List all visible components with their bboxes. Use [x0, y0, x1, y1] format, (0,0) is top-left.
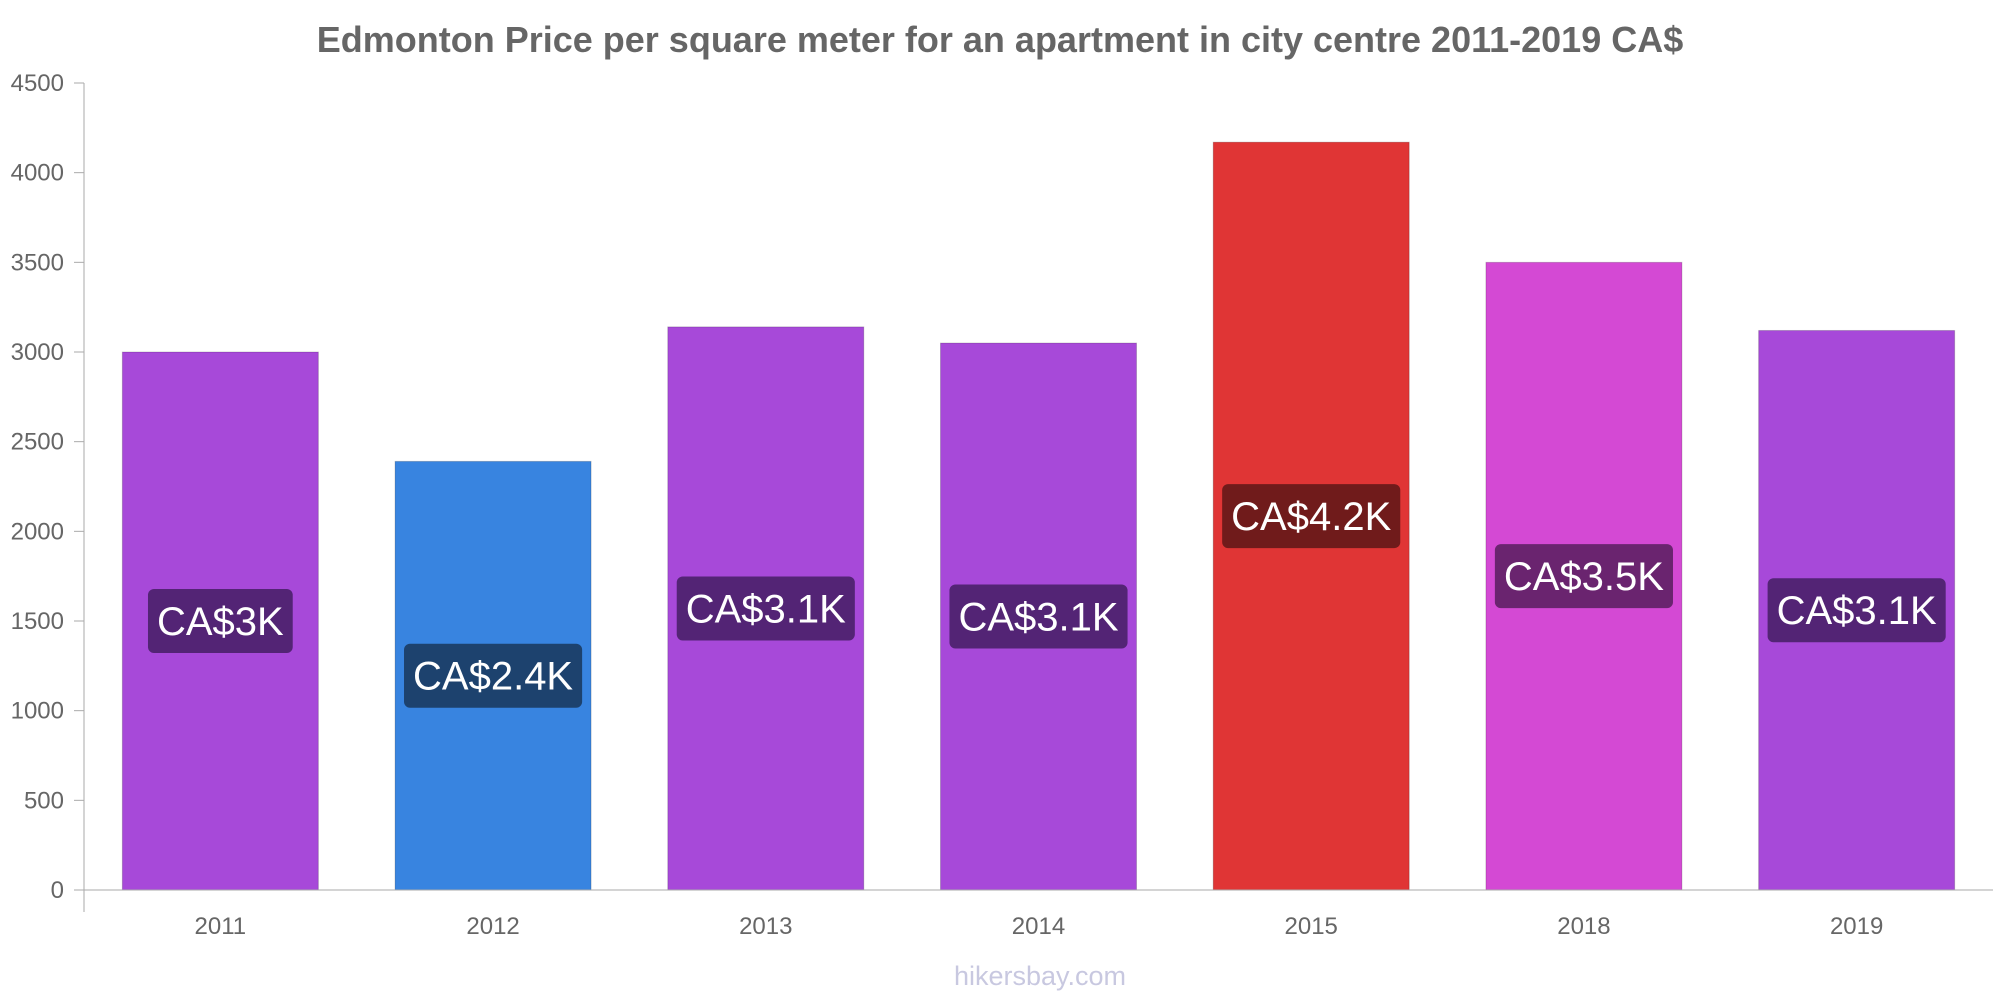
x-tick-label: 2013 — [739, 913, 792, 940]
x-tick-label: 2014 — [1012, 913, 1065, 940]
x-tick-label: 2015 — [1285, 913, 1338, 940]
data-label-2018: CA$3.5K — [1494, 544, 1673, 609]
y-tick-label: 3500 — [11, 249, 64, 276]
data-label-text: CA$3.1K — [958, 596, 1118, 640]
data-label-box — [676, 576, 855, 641]
y-tick-label: 4000 — [11, 160, 64, 187]
y-tick-label: 4500 — [11, 70, 64, 97]
x-tick-label: 2019 — [1830, 913, 1883, 940]
y-tick-label: 1000 — [11, 698, 64, 725]
data-label-2014: CA$3.1K — [949, 584, 1128, 649]
data-label-text: CA$3.1K — [1777, 589, 1937, 633]
data-label-box — [1767, 578, 1946, 643]
y-tick-label: 0 — [51, 877, 64, 904]
data-label-box — [949, 584, 1128, 649]
x-axis-ticks: 2011 2012 2013 2014 2015 2018 2019 — [195, 913, 1884, 940]
y-tick-label: 500 — [24, 787, 64, 814]
data-label-text: CA$2.4K — [413, 655, 573, 699]
data-label-text: CA$3.5K — [1504, 555, 1664, 599]
y-axis-ticks: 0 500 1000 1500 2000 2500 3000 3500 4000 4500 — [11, 70, 84, 904]
data-label-2012: CA$2.4K — [404, 643, 583, 708]
y-tick-label: 3000 — [11, 339, 64, 366]
data-label-2019: CA$3.1K — [1767, 578, 1946, 643]
data-label-box — [147, 589, 293, 653]
data-label-2015: CA$4.2K — [1222, 484, 1401, 549]
data-label-box — [1222, 484, 1401, 549]
data-label-2013: CA$3.1K — [676, 576, 855, 641]
x-tick-label: 2012 — [466, 913, 519, 940]
bar-labels-group: CA$3K CA$2.4K CA$3.1K CA$3.1K CA$4.2K CA$3.5K… — [147, 484, 1946, 708]
source-footer: hikersbay.com — [954, 961, 1126, 991]
data-label-box — [404, 643, 583, 708]
bars-group — [121, 141, 1956, 891]
data-label-box — [1494, 544, 1673, 609]
chart-title: Edmonton Price per square meter for an a… — [317, 19, 1684, 60]
data-label-text: CA$3.1K — [686, 587, 846, 631]
x-tick-label: 2018 — [1557, 913, 1610, 940]
data-label-text: CA$4.2K — [1231, 495, 1391, 539]
y-tick-label: 1500 — [11, 608, 64, 635]
y-tick-label: 2500 — [11, 429, 64, 456]
x-tick-label: 2011 — [195, 913, 247, 940]
data-label-2011: CA$3K — [147, 589, 293, 653]
data-label-text: CA$3K — [157, 600, 284, 644]
y-tick-label: 2000 — [11, 518, 64, 545]
